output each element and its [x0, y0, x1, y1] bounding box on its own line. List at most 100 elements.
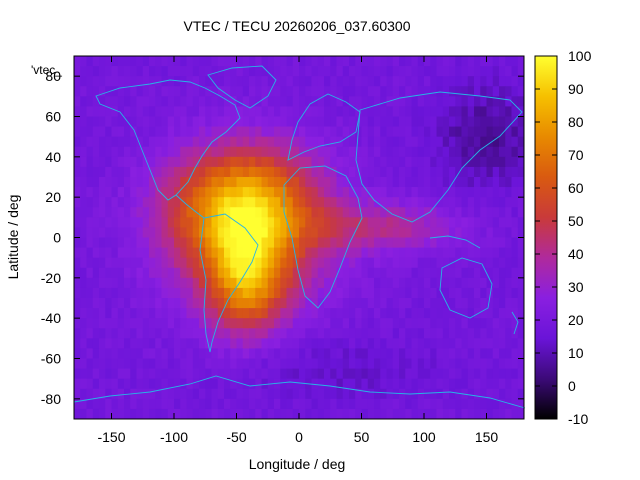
heatmap-cell [511, 136, 519, 148]
heatmap-cell [455, 126, 462, 138]
heatmap-cell [342, 378, 350, 390]
heatmap-cell [430, 217, 437, 228]
heatmap-cell [342, 348, 350, 359]
heatmap-cell [380, 358, 387, 369]
heatmap-cell [92, 156, 100, 168]
heatmap-cell [317, 86, 325, 97]
heatmap-cell [274, 277, 281, 289]
heatmap-cell [149, 328, 156, 339]
heatmap-cell [111, 298, 119, 309]
heatmap-cell [399, 277, 406, 289]
heatmap-cell [186, 398, 194, 410]
heatmap-cell [380, 96, 387, 107]
heatmap-cell [92, 177, 100, 188]
heatmap-cell [242, 177, 250, 188]
heatmap-cell [461, 358, 469, 369]
heatmap-cell [399, 66, 406, 77]
heatmap-cell [499, 136, 506, 148]
heatmap-cell [199, 126, 206, 138]
heatmap-cell [411, 287, 419, 299]
heatmap-cell [486, 408, 494, 420]
heatmap-cell [236, 207, 244, 218]
heatmap-cell [80, 348, 87, 359]
heatmap-cell [367, 237, 375, 248]
heatmap-cell [292, 348, 300, 359]
heatmap-cell [261, 368, 269, 380]
heatmap-cell [111, 166, 119, 178]
heatmap-cell [80, 318, 87, 329]
heatmap-cell [311, 267, 319, 279]
heatmap-cell [161, 96, 169, 107]
heatmap-cell [186, 96, 194, 107]
heatmap-cell [292, 126, 300, 138]
heatmap-cell [474, 318, 481, 329]
heatmap-cell [349, 187, 356, 198]
heatmap-cell [380, 277, 387, 289]
heatmap-cell [299, 86, 306, 97]
heatmap-cell [224, 217, 231, 228]
heatmap-cell [192, 328, 200, 339]
heatmap-cell [261, 267, 269, 279]
heatmap-cell [155, 146, 162, 158]
heatmap-cell [449, 338, 456, 349]
heatmap-cell [224, 368, 231, 380]
heatmap-cell [161, 378, 169, 390]
heatmap-cell [292, 318, 300, 329]
heatmap-cell [124, 348, 131, 359]
heatmap-cell [280, 328, 287, 339]
heatmap-cell [130, 217, 137, 228]
heatmap-cell [342, 56, 350, 67]
heatmap-cell [130, 227, 137, 238]
heatmap-cell [486, 378, 494, 390]
heatmap-cell [317, 257, 325, 269]
heatmap-cell [311, 187, 319, 198]
heatmap-cell [342, 308, 350, 319]
heatmap-cell [74, 358, 81, 369]
heatmap-cell [124, 217, 131, 228]
heatmap-cell [349, 328, 356, 339]
heatmap-cell [374, 348, 381, 359]
heatmap-cell [217, 76, 225, 87]
heatmap-cell [499, 106, 506, 117]
heatmap-cell [224, 408, 231, 420]
heatmap-cell [80, 86, 87, 97]
heatmap-cell [217, 338, 225, 349]
heatmap-cell [511, 106, 519, 117]
heatmap-cell [467, 66, 475, 77]
heatmap-cell [167, 106, 175, 117]
heatmap-cell [405, 298, 412, 309]
heatmap-cell [124, 56, 131, 67]
heatmap-cell [255, 106, 262, 117]
heatmap-cell [92, 398, 100, 410]
heatmap-cell [517, 66, 525, 77]
heatmap-cell [224, 388, 231, 400]
heatmap-cell [142, 106, 150, 117]
heatmap-cell [149, 388, 156, 400]
heatmap-cell [517, 76, 525, 87]
heatmap-cell [111, 368, 119, 380]
heatmap-cell [367, 156, 375, 168]
heatmap-cell [255, 76, 262, 87]
heatmap-cell [224, 287, 231, 299]
heatmap-cell [130, 247, 137, 259]
heatmap-cell [480, 217, 487, 228]
heatmap-cell [349, 388, 356, 400]
heatmap-cell [274, 298, 281, 309]
heatmap-cell [361, 368, 369, 380]
heatmap-cell [205, 277, 212, 289]
heatmap-cell [361, 136, 369, 148]
heatmap-cell [299, 328, 306, 339]
heatmap-cell [424, 247, 431, 259]
heatmap-cell [161, 106, 169, 117]
heatmap-cell [205, 298, 212, 309]
heatmap-cell [274, 247, 281, 259]
heatmap-cell [205, 318, 212, 329]
heatmap-cell [236, 308, 244, 319]
heatmap-cell [424, 368, 431, 380]
heatmap-cell [192, 76, 200, 87]
heatmap-cell [442, 237, 450, 248]
heatmap-cell [455, 287, 462, 299]
heatmap-cell [230, 116, 237, 127]
heatmap-cell [305, 86, 312, 97]
heatmap-cell [342, 207, 350, 218]
